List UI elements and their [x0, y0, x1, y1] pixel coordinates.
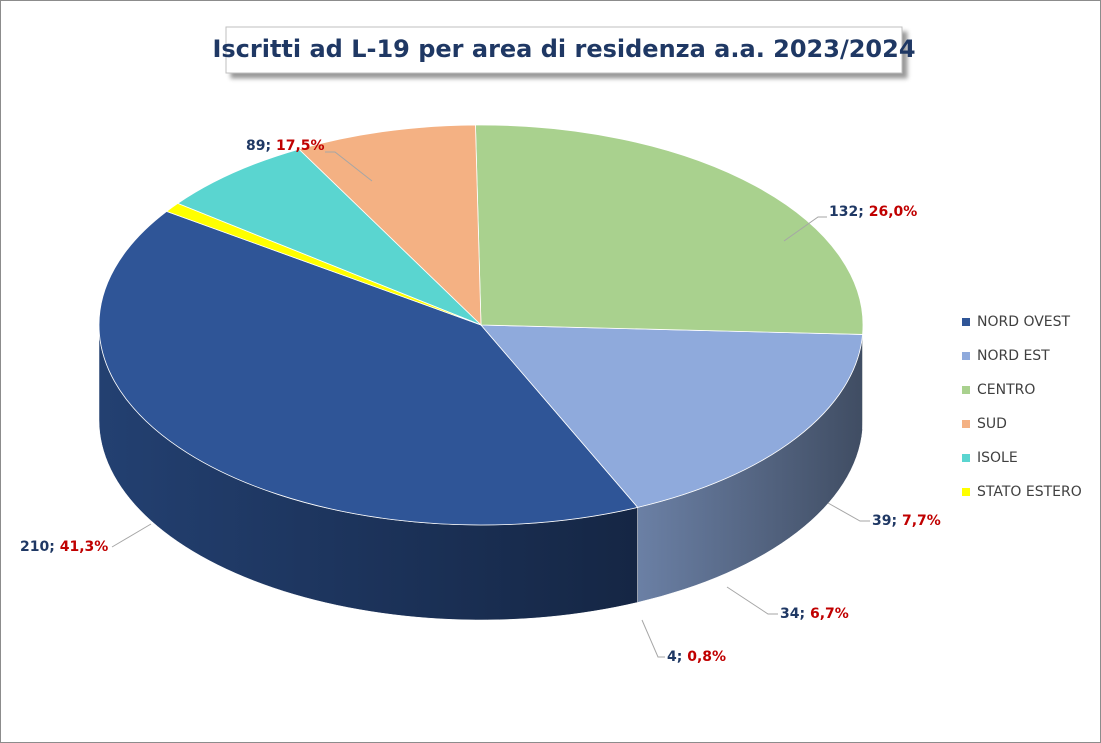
- slice: [98, 210, 639, 526]
- label-separator: ;: [858, 204, 868, 220]
- percentage-label: 7,7%: [902, 513, 941, 529]
- slice: [475, 124, 864, 335]
- legend-label: CENTRO: [977, 382, 1035, 398]
- label-separator: ;: [265, 138, 275, 154]
- legend-swatch: [962, 420, 970, 428]
- pie: [98, 124, 864, 621]
- legend-label: ISOLE: [977, 450, 1018, 466]
- label-separator: ;: [677, 649, 687, 665]
- value-label: 89: [246, 138, 265, 154]
- leader-line: [641, 619, 665, 658]
- slice: [165, 202, 482, 326]
- data-label: 34; 6,7%: [780, 606, 849, 622]
- data-label: 210; 41,3%: [20, 539, 108, 555]
- leader-line: [783, 216, 827, 242]
- legend: NORD OVEST NORD EST CENTRO SUD ISOLE STATO ES…: [962, 314, 1082, 500]
- title-box: [225, 26, 903, 74]
- leader-line: [325, 151, 373, 182]
- data-labels: 210; 41,3% 89; 17,5% 132; 26,0% 39; 7,7% 34;…: [20, 138, 941, 665]
- percentage-label: 41,3%: [60, 539, 109, 555]
- legend-label: NORD OVEST: [977, 314, 1071, 330]
- label-separator: ;: [799, 606, 809, 622]
- legend-swatch: [962, 454, 970, 462]
- legend-swatch: [962, 488, 970, 496]
- legend-label: SUD: [977, 416, 1007, 432]
- data-label: 39; 7,7%: [872, 513, 941, 529]
- leader-line: [827, 502, 870, 522]
- percentage-label: 17,5%: [276, 138, 325, 154]
- data-label: 132; 26,0%: [829, 204, 917, 220]
- value-label: 210: [20, 539, 49, 555]
- value-label: 4: [667, 649, 677, 665]
- leader-line: [111, 523, 152, 548]
- value-label: 34: [780, 606, 800, 622]
- legend-label: NORD EST: [977, 348, 1050, 364]
- percentage-label: 26,0%: [869, 204, 918, 220]
- data-label: 89; 17,5%: [246, 138, 325, 154]
- value-label: 132: [829, 204, 858, 220]
- legend-swatch: [962, 386, 970, 394]
- leader-line: [726, 586, 778, 615]
- slice: [176, 148, 482, 326]
- label-separator: ;: [49, 539, 59, 555]
- legend-swatch: [962, 352, 970, 360]
- data-label: 4; 0,8%: [667, 649, 726, 665]
- legend-label: STATO ESTERO: [977, 484, 1082, 500]
- value-label: 39: [872, 513, 891, 529]
- percentage-label: 0,8%: [687, 649, 726, 665]
- slice: [298, 124, 482, 326]
- slice: [480, 324, 864, 508]
- label-separator: ;: [891, 513, 901, 529]
- percentage-label: 6,7%: [810, 606, 849, 622]
- legend-swatch: [962, 318, 970, 326]
- chart-title: Iscritti ad L-19 per area di residenza a…: [212, 35, 915, 63]
